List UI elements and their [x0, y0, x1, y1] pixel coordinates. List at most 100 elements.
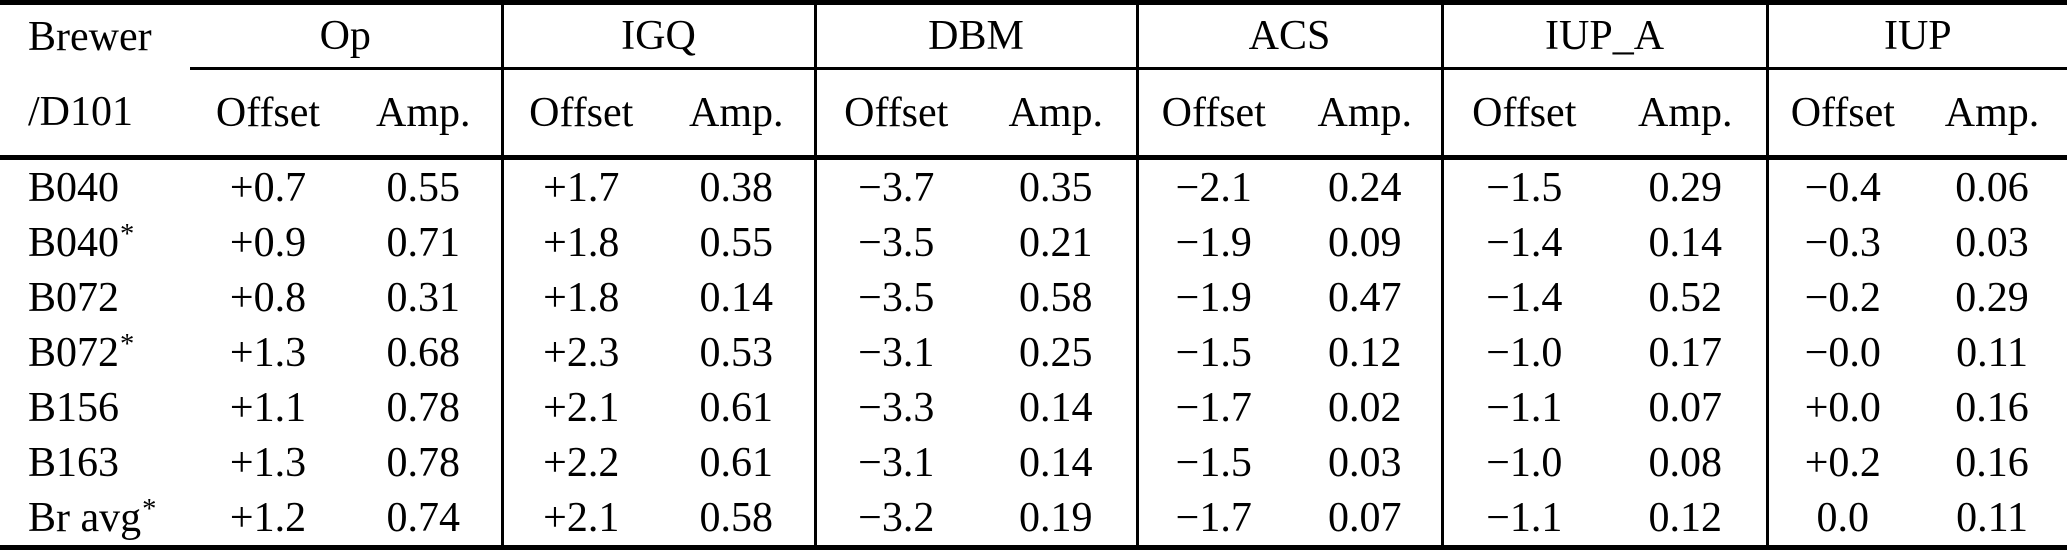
data-cell: 0.08	[1648, 439, 1723, 486]
data-cell: 0.09	[1328, 219, 1402, 266]
group-header-iup: IUP	[1765, 2, 2067, 70]
data-cell: 0.16	[1955, 384, 2029, 431]
data-cell: 0.03	[1955, 219, 2029, 266]
data-cell: 0.17	[1648, 329, 1723, 376]
data-cell: −0.3	[1765, 215, 1918, 270]
data-cell: +0.8	[229, 274, 307, 321]
row-label-text: B040	[28, 219, 120, 266]
data-cell: 0.53	[699, 329, 774, 376]
data-cell: −3.7	[813, 157, 976, 215]
row-label-text: B072	[28, 329, 120, 376]
data-cell: −1.5	[1135, 435, 1290, 490]
data-cell: 0.58	[699, 494, 774, 541]
group-header-row: Brewer Op IGQ DBM ACS IUP_A IUP	[0, 2, 2067, 70]
row-label-superscript: *	[142, 493, 157, 525]
subheader-amp: Amp.	[659, 68, 815, 160]
data-cell: 0.14	[1019, 384, 1093, 431]
data-cell: 0.29	[1648, 164, 1723, 211]
data-cell: −3.5	[813, 270, 976, 325]
data-cell: −1.7	[1135, 380, 1290, 435]
data-cell: 0.14	[699, 274, 774, 321]
data-cell: 0.52	[1648, 274, 1723, 321]
subheader-offset: Offset	[500, 68, 659, 160]
data-cell: 0.35	[1019, 164, 1093, 211]
data-cell: +1.8	[500, 270, 659, 325]
row-label-text: B040	[28, 164, 120, 211]
data-cell: +1.3	[229, 439, 307, 486]
subheader-amp: Amp.	[1289, 68, 1443, 160]
data-cell: 0.71	[386, 219, 461, 266]
data-cell: −1.1	[1440, 490, 1606, 548]
row-label-header-line1: Brewer	[28, 13, 152, 60]
data-cell: 0.12	[1328, 329, 1402, 376]
data-cell: 0.16	[1955, 439, 2029, 486]
data-cell: 0.07	[1648, 384, 1723, 431]
subheader-amp: Amp.	[346, 68, 502, 160]
data-cell: −1.5	[1135, 325, 1290, 380]
data-cell: −3.3	[813, 380, 976, 435]
group-header-op: Op	[190, 2, 502, 70]
data-cell: 0.0	[1765, 490, 1918, 548]
data-cell: 0.11	[1956, 329, 2029, 376]
data-cell: +0.0	[1765, 380, 1918, 435]
data-cell: 0.19	[1019, 494, 1093, 541]
group-header-igq: IGQ	[500, 2, 815, 70]
data-cell: 0.14	[1019, 439, 1093, 486]
subheader-offset: Offset	[190, 68, 346, 160]
row-label: B163	[0, 435, 190, 490]
data-cell: −1.5	[1440, 157, 1606, 215]
group-header-iup-a: IUP_A	[1440, 2, 1768, 70]
data-cell: +1.7	[500, 157, 659, 215]
subheader-amp: Amp.	[1605, 68, 1768, 160]
group-header-dbm: DBM	[813, 2, 1138, 70]
row-label-superscript: *	[120, 218, 135, 250]
data-cell: 0.78	[386, 384, 461, 431]
data-cell: +2.3	[500, 325, 659, 380]
data-cell: −1.0	[1440, 325, 1606, 380]
data-cell: 0.78	[386, 439, 461, 486]
data-cell: +2.1	[500, 380, 659, 435]
data-cell: 0.11	[1956, 494, 2029, 541]
data-cell: 0.03	[1328, 439, 1402, 486]
data-cell: +2.2	[500, 435, 659, 490]
subheader-offset: Offset	[1765, 68, 1918, 160]
row-label: B040	[0, 158, 190, 216]
subheader-offset: Offset	[1135, 68, 1290, 160]
data-cell: 0.58	[1019, 274, 1093, 321]
data-cell: −2.1	[1135, 157, 1290, 215]
data-cell: 0.38	[699, 164, 774, 211]
data-cell: 0.21	[1019, 219, 1093, 266]
data-cell: −1.4	[1440, 215, 1606, 270]
row-label-text: B156	[28, 384, 120, 431]
row-label-text: B163	[28, 439, 120, 486]
data-cell: 0.12	[1648, 494, 1723, 541]
data-cell: −3.1	[813, 325, 976, 380]
subheader-amp: Amp.	[976, 68, 1138, 160]
data-cell: 0.25	[1019, 329, 1093, 376]
data-cell: +1.2	[229, 494, 307, 541]
table-row: Br avg* +1.2 0.74 +2.1 0.58 −3.2 0.19 −1…	[0, 490, 2067, 548]
data-cell: 0.55	[386, 164, 461, 211]
subheader-amp: Amp.	[1917, 68, 2067, 160]
data-cell: −1.1	[1440, 380, 1606, 435]
data-cell: 0.02	[1328, 384, 1402, 431]
row-label: Br avg*	[0, 490, 190, 548]
data-cell: −1.4	[1440, 270, 1606, 325]
data-cell: −1.9	[1135, 270, 1290, 325]
table-row: B156 +1.1 0.78 +2.1 0.61 −3.3 0.14 −1.7 …	[0, 380, 2067, 435]
data-cell: 0.61	[699, 439, 774, 486]
table-row: B163 +1.3 0.78 +2.2 0.61 −3.1 0.14 −1.5 …	[0, 435, 2067, 490]
data-cell: −1.7	[1135, 490, 1290, 548]
data-cell: +0.9	[229, 219, 307, 266]
data-cell: −1.0	[1440, 435, 1606, 490]
row-label-text: B072	[28, 274, 120, 321]
row-label-superscript: *	[120, 328, 135, 360]
data-cell: −1.9	[1135, 215, 1290, 270]
data-cell: −0.4	[1765, 157, 1918, 215]
data-cell: 0.68	[386, 329, 461, 376]
data-cell: 0.55	[699, 219, 774, 266]
data-cell: 0.74	[386, 494, 461, 541]
data-cell: 0.61	[699, 384, 774, 431]
